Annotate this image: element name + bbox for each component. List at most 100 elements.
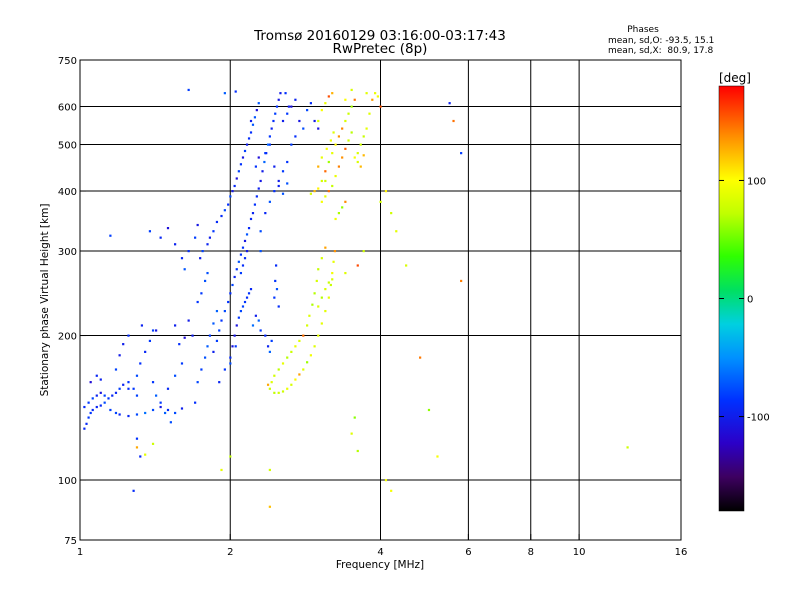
data-point	[324, 246, 327, 249]
data-point	[169, 421, 172, 424]
data-point	[227, 300, 230, 304]
data-point	[337, 135, 341, 138]
data-point	[626, 446, 629, 449]
data-point	[259, 250, 262, 253]
data-point	[365, 127, 368, 130]
data-point	[311, 303, 314, 306]
data-point	[223, 368, 226, 371]
data-point	[187, 250, 190, 253]
data-point	[331, 92, 334, 95]
data-point	[135, 394, 139, 397]
data-point	[327, 281, 330, 284]
data-point	[273, 296, 276, 299]
data-point	[229, 455, 232, 458]
data-point	[231, 283, 234, 287]
data-point	[379, 105, 382, 108]
data-point	[317, 127, 320, 130]
data-point	[114, 391, 118, 394]
data-point	[173, 324, 177, 327]
data-point	[203, 356, 207, 359]
data-point	[231, 345, 234, 348]
data-point	[327, 160, 330, 164]
data-point	[353, 98, 356, 101]
data-point	[127, 334, 130, 337]
data-point	[298, 373, 301, 376]
data-point	[109, 234, 112, 237]
data-point	[135, 413, 139, 416]
data-point	[220, 319, 223, 322]
data-point	[85, 422, 88, 425]
data-point	[460, 152, 463, 155]
axis-ticks: 1 2 4 6 8 10 16 75 100 200 300 400 500 600 750	[58, 56, 687, 558]
data-point	[118, 354, 121, 357]
data-point	[220, 214, 223, 218]
y-tick-label: 100	[58, 476, 77, 487]
data-point	[135, 437, 139, 440]
data-point	[254, 314, 257, 317]
data-point	[235, 324, 238, 327]
data-point	[405, 264, 408, 267]
data-point	[127, 381, 130, 384]
y-tick-label: 500	[58, 141, 77, 152]
y-tick-label: 200	[58, 332, 77, 343]
data-point	[223, 92, 226, 95]
data-point	[227, 203, 230, 206]
data-point	[99, 391, 102, 394]
data-point	[365, 92, 368, 95]
data-point	[334, 174, 337, 178]
data-point	[99, 404, 102, 407]
data-point	[268, 387, 271, 390]
data-point	[268, 143, 271, 146]
data-point	[371, 98, 374, 101]
data-point	[251, 324, 255, 327]
data-point	[264, 152, 267, 155]
data-point	[89, 381, 92, 384]
y-tick-label: 600	[58, 103, 77, 114]
data-point	[249, 288, 253, 291]
data-point	[294, 345, 297, 348]
y-tick-label: 75	[64, 536, 77, 547]
data-point	[327, 190, 330, 193]
data-point	[341, 206, 344, 209]
data-point	[99, 378, 102, 381]
data-point	[173, 243, 177, 246]
data-point	[237, 170, 240, 173]
data-point	[166, 227, 170, 230]
data-point	[306, 324, 309, 327]
data-point	[331, 152, 334, 155]
data-point	[253, 203, 257, 206]
data-point	[286, 112, 289, 115]
data-point	[317, 165, 320, 168]
data-point	[239, 309, 243, 313]
data-point	[196, 223, 199, 227]
data-point	[235, 268, 238, 271]
data-point	[337, 165, 341, 168]
data-point	[333, 250, 337, 253]
data-point	[277, 184, 280, 188]
data-point	[155, 329, 158, 332]
chart-subtitle: RwPretec (8p)	[333, 41, 428, 57]
data-point	[275, 264, 278, 267]
data-point	[243, 300, 247, 304]
data-point	[270, 127, 273, 130]
data-point	[159, 401, 162, 404]
data-point	[329, 283, 332, 287]
data-point	[212, 322, 215, 325]
data-point	[199, 257, 202, 260]
data-point	[255, 109, 258, 112]
data-point	[284, 92, 287, 95]
data-point	[274, 279, 277, 283]
data-point	[390, 489, 393, 492]
data-point	[187, 88, 190, 92]
data-point	[208, 334, 212, 337]
data-point	[111, 394, 114, 397]
data-point	[151, 442, 155, 445]
data-point	[206, 271, 209, 275]
data-point	[332, 260, 335, 263]
data-point	[122, 383, 125, 386]
data-point	[127, 414, 130, 418]
data-point	[317, 268, 320, 271]
data-point	[332, 131, 335, 134]
data-point	[218, 381, 221, 384]
stats-heading: Phases	[627, 25, 659, 35]
